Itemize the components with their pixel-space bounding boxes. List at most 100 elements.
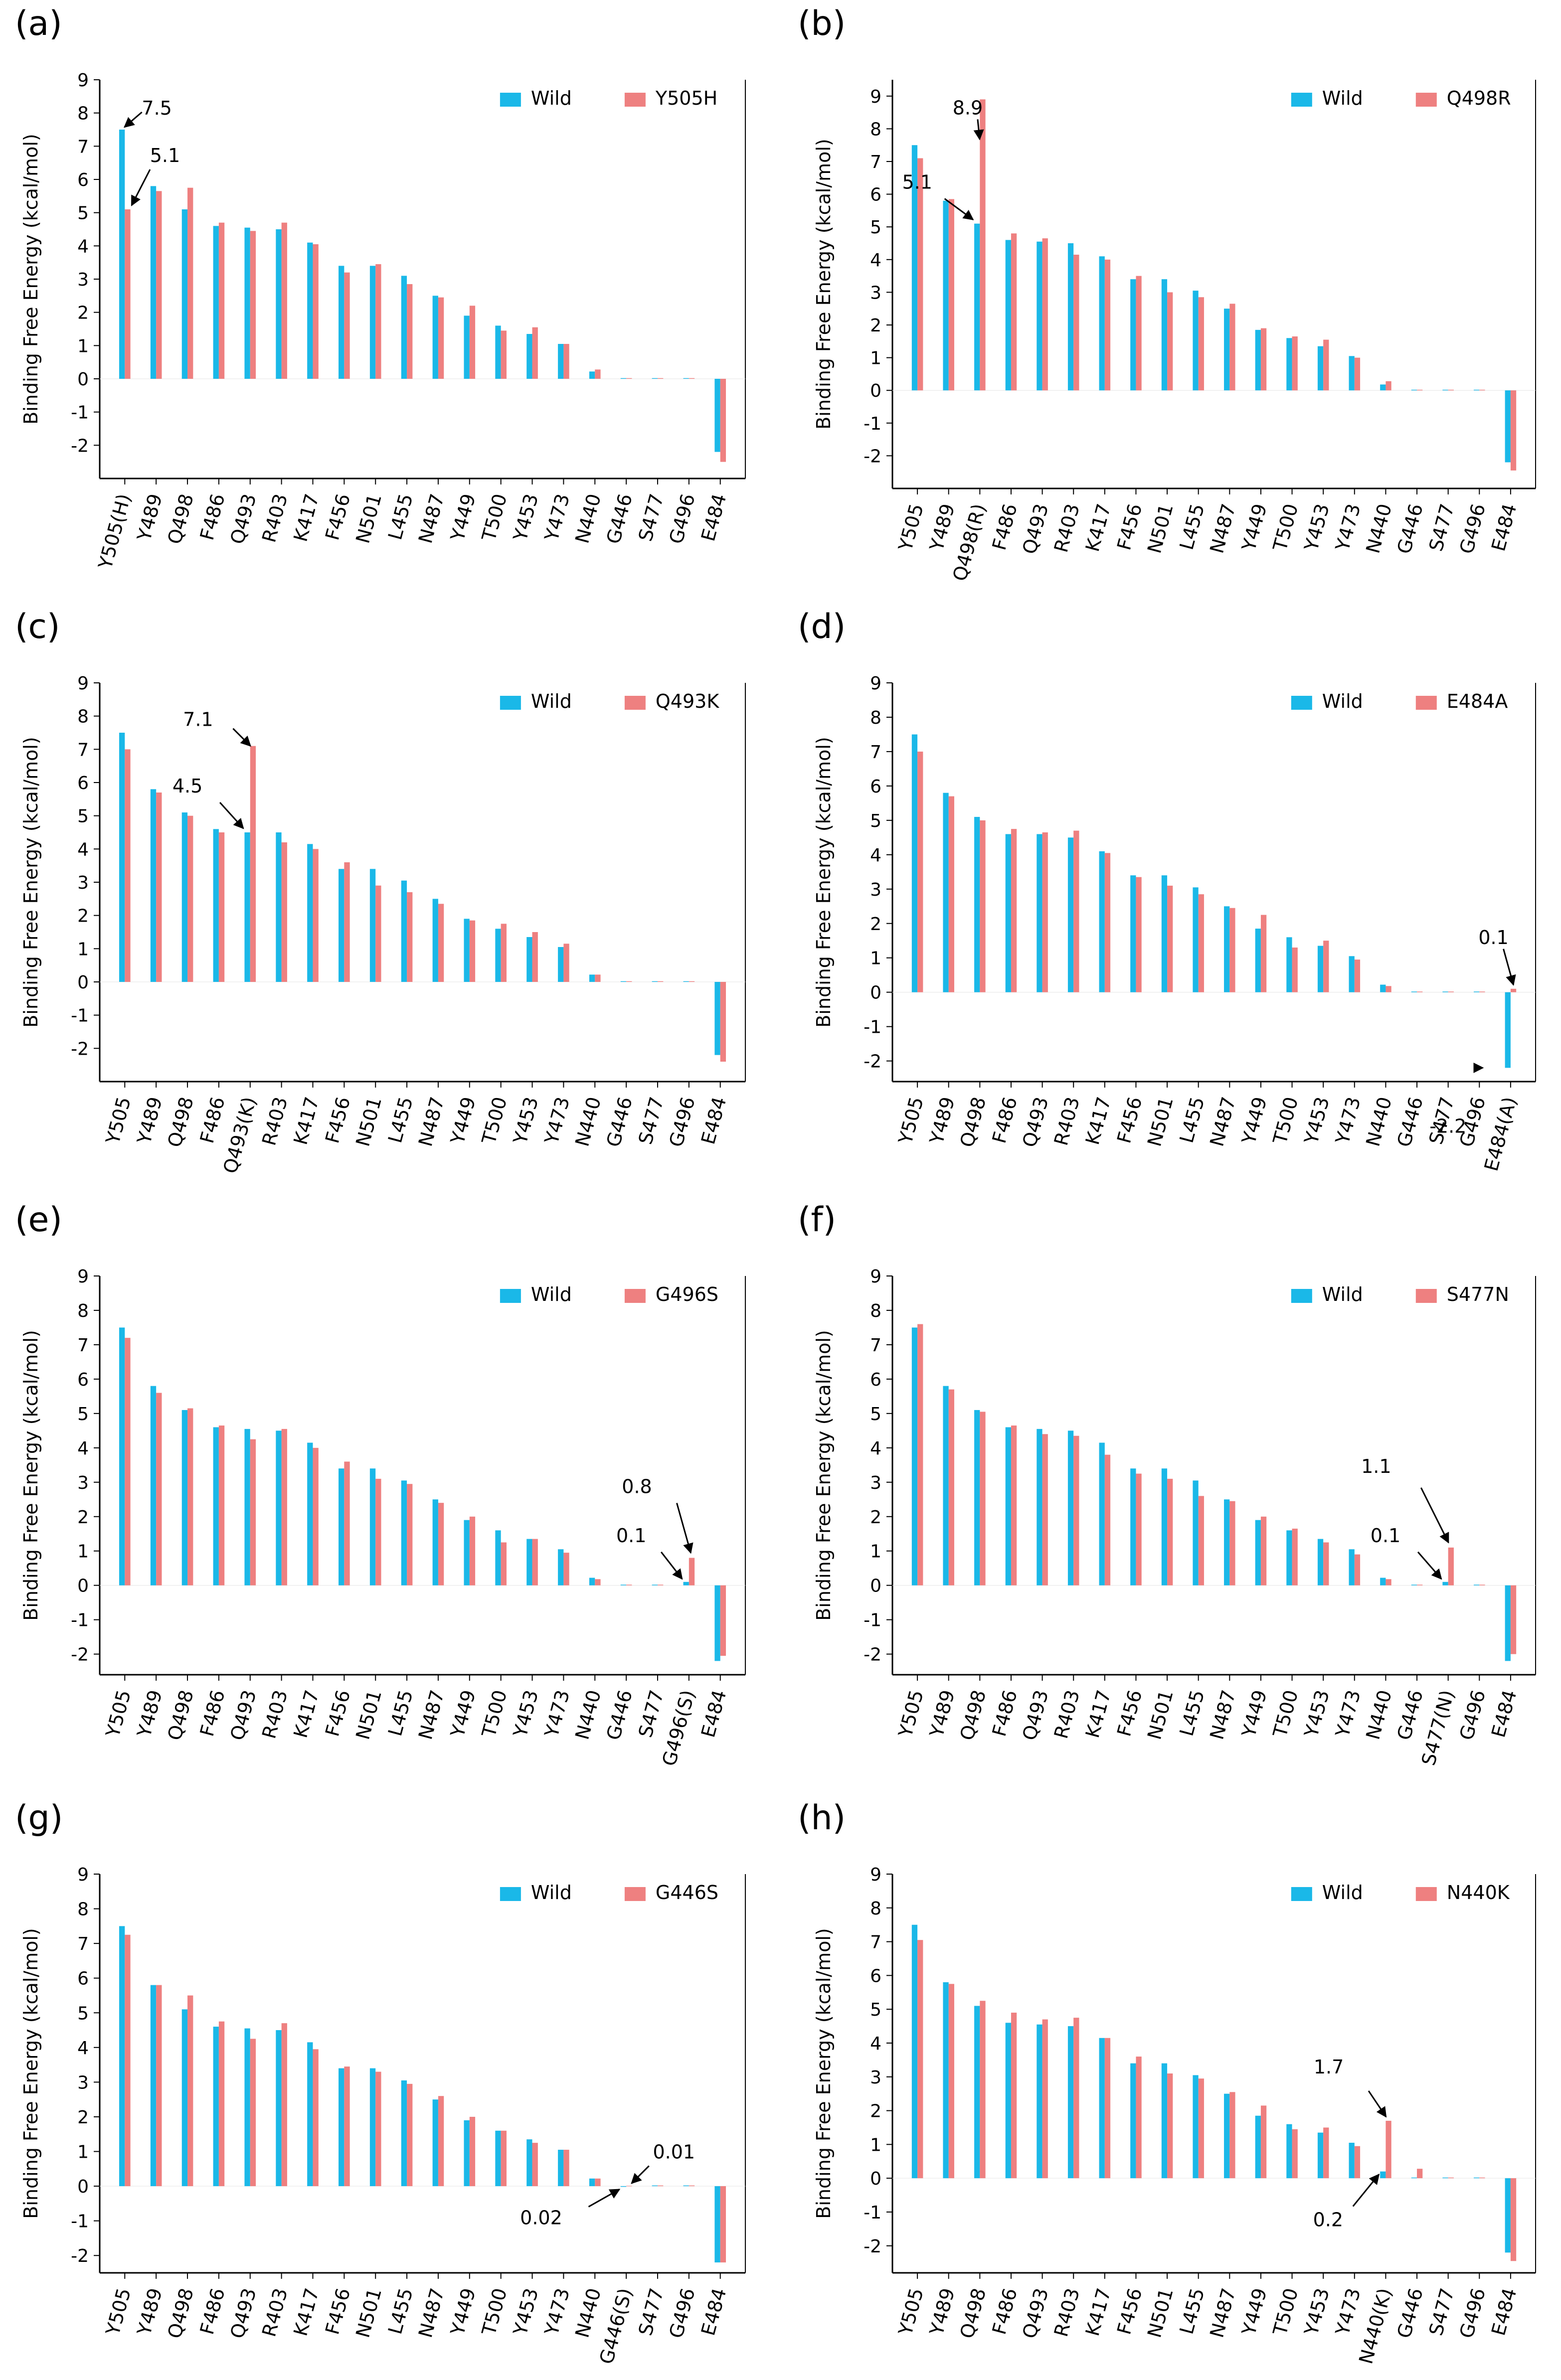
bar-wild-q498 — [974, 1410, 980, 1586]
x-tick-label: L455 — [1176, 1095, 1209, 1145]
y-tick-label: 2 — [77, 2107, 89, 2128]
bar-mutant-r403 — [1073, 1435, 1079, 1586]
y-tick-label: 5 — [870, 2000, 881, 2020]
annotation-label: 5.1 — [150, 145, 180, 166]
annotation-arrow — [124, 111, 143, 128]
y-tick-label: -1 — [864, 1610, 881, 1631]
x-tick-label: Y449 — [1237, 2286, 1271, 2338]
bar-mutant-y449 — [469, 920, 476, 982]
annotation-arrow — [219, 801, 244, 829]
bar-mutant-e484 — [1510, 2178, 1517, 2261]
y-tick-label: 4 — [870, 250, 881, 271]
bar-wild-y453 — [526, 937, 532, 982]
bar-mutant-t500 — [501, 2130, 507, 2187]
x-tick-label: N487 — [1206, 1688, 1240, 1742]
y-tick-label: 8 — [77, 707, 89, 727]
y-tick-label: 4 — [870, 1438, 881, 1459]
bar-wild-r403 — [276, 1430, 282, 1586]
x-tick-label: S477 — [634, 2286, 668, 2338]
y-tick-label: -1 — [71, 2212, 89, 2232]
x-tick-label: G496 — [1455, 2286, 1490, 2341]
bar-wild-n501 — [1161, 1468, 1168, 1586]
bar-mutant-s477n — [1448, 1547, 1454, 1586]
x-tick-label: N440 — [571, 1688, 605, 1742]
bar-wild-t500 — [495, 325, 501, 379]
y-tick-label: 7 — [870, 742, 881, 763]
legend-swatch-wild — [500, 1887, 521, 1901]
x-tick-label: Y489 — [925, 1095, 959, 1147]
x-tick-label: G446 — [1393, 501, 1427, 556]
bar-mutant-n501 — [1167, 2073, 1173, 2179]
bar-mutant-n487 — [438, 904, 444, 982]
bar-wild-k417 — [1099, 1442, 1105, 1586]
x-tick-label: N487 — [1206, 2286, 1240, 2340]
bar-mutant-q498 — [187, 1408, 193, 1586]
bar-wild-l455 — [401, 1480, 407, 1586]
bar-mutant-y489 — [156, 191, 162, 379]
bar-wild-k417 — [307, 1442, 313, 1586]
bar-mutant-k417 — [1104, 1454, 1111, 1586]
legend-label-mutant: S477N — [1447, 1283, 1509, 1305]
bar-wild-y489 — [150, 186, 157, 379]
x-tick-label: T500 — [1269, 501, 1303, 554]
bar-mutant-n440k — [1386, 2120, 1391, 2179]
bar-wild-y473 — [1349, 956, 1355, 992]
bar-mutant-n501 — [375, 885, 381, 982]
x-tick-label: K417 — [1081, 501, 1115, 554]
legend-swatch-wild — [500, 696, 521, 710]
x-tick-label: F486 — [196, 1095, 229, 1146]
y-tick-label: 1 — [77, 939, 89, 959]
bar-wild-g446 — [620, 378, 627, 379]
bar-mutant-y453 — [1323, 941, 1329, 992]
x-tick-label: K417 — [289, 1688, 323, 1741]
x-tick-label: N487 — [414, 1095, 449, 1149]
annotation-arrow — [1417, 1551, 1442, 1580]
bar-mutant-g446 — [1417, 991, 1423, 992]
y-tick-label: 1 — [77, 2142, 89, 2163]
x-tick-label: Y473 — [540, 1688, 574, 1740]
bar-mutant-n487 — [1229, 2092, 1235, 2179]
x-tick-label: Y449 — [1237, 1688, 1271, 1740]
bar-mutant-k417 — [313, 244, 319, 379]
x-tick-label: F486 — [988, 501, 1022, 553]
bar-mutant-f486 — [218, 222, 225, 379]
y-tick-label: 3 — [77, 2072, 89, 2093]
y-tick-label: 6 — [77, 1370, 89, 1390]
x-tick-label: L455 — [384, 1095, 417, 1145]
bar-mutant-y505 — [917, 158, 923, 391]
legend-swatch-mutant — [624, 696, 646, 710]
legend-label-mutant: G446S — [656, 1882, 718, 1904]
legend-label-mutant: G496S — [656, 1283, 718, 1305]
x-tick-label: N501 — [1143, 1688, 1178, 1742]
y-tick-label: -2 — [864, 1052, 881, 1072]
bar-mutant-y449 — [469, 306, 476, 379]
bar-mutant-y473 — [1354, 357, 1361, 391]
bar-mutant-q493 — [1042, 2019, 1048, 2179]
bar-wild-y489 — [150, 789, 157, 982]
bar-wild-n501 — [369, 2068, 376, 2187]
bar-wild-n440 — [1380, 1578, 1386, 1586]
bar-wild-e484 — [1505, 1585, 1511, 1661]
bar-wild-s477 — [652, 378, 658, 379]
bar-wild-q493 — [1037, 1428, 1042, 1586]
x-tick-label: G446 — [602, 1688, 637, 1743]
bar-wild-y489 — [150, 1985, 157, 2187]
x-tick-label: F456 — [1113, 1095, 1146, 1146]
bar-wild-k417 — [1099, 2038, 1105, 2179]
x-tick-label: E484 — [697, 491, 730, 544]
x-tick-label: Y473 — [540, 2286, 574, 2338]
bar-mutant-y489 — [948, 1984, 954, 2179]
bar-mutant-r403 — [281, 1428, 287, 1586]
x-tick-label: E484 — [1487, 501, 1521, 554]
bar-wild-e484 — [714, 2186, 720, 2263]
bar-mutant-n487 — [438, 2096, 444, 2187]
bar-wild-y473 — [558, 2150, 564, 2187]
annotation-arrow — [973, 119, 984, 141]
bar-mutant-y505 — [125, 1338, 131, 1586]
panel-label: (c) — [15, 607, 60, 646]
bar-mutant-f486 — [1011, 829, 1017, 992]
legend-label-wild: Wild — [531, 1283, 572, 1305]
y-tick-label: 9 — [870, 87, 881, 107]
bar-mutant-g496 — [689, 981, 695, 982]
x-tick-label: L455 — [384, 2286, 417, 2337]
